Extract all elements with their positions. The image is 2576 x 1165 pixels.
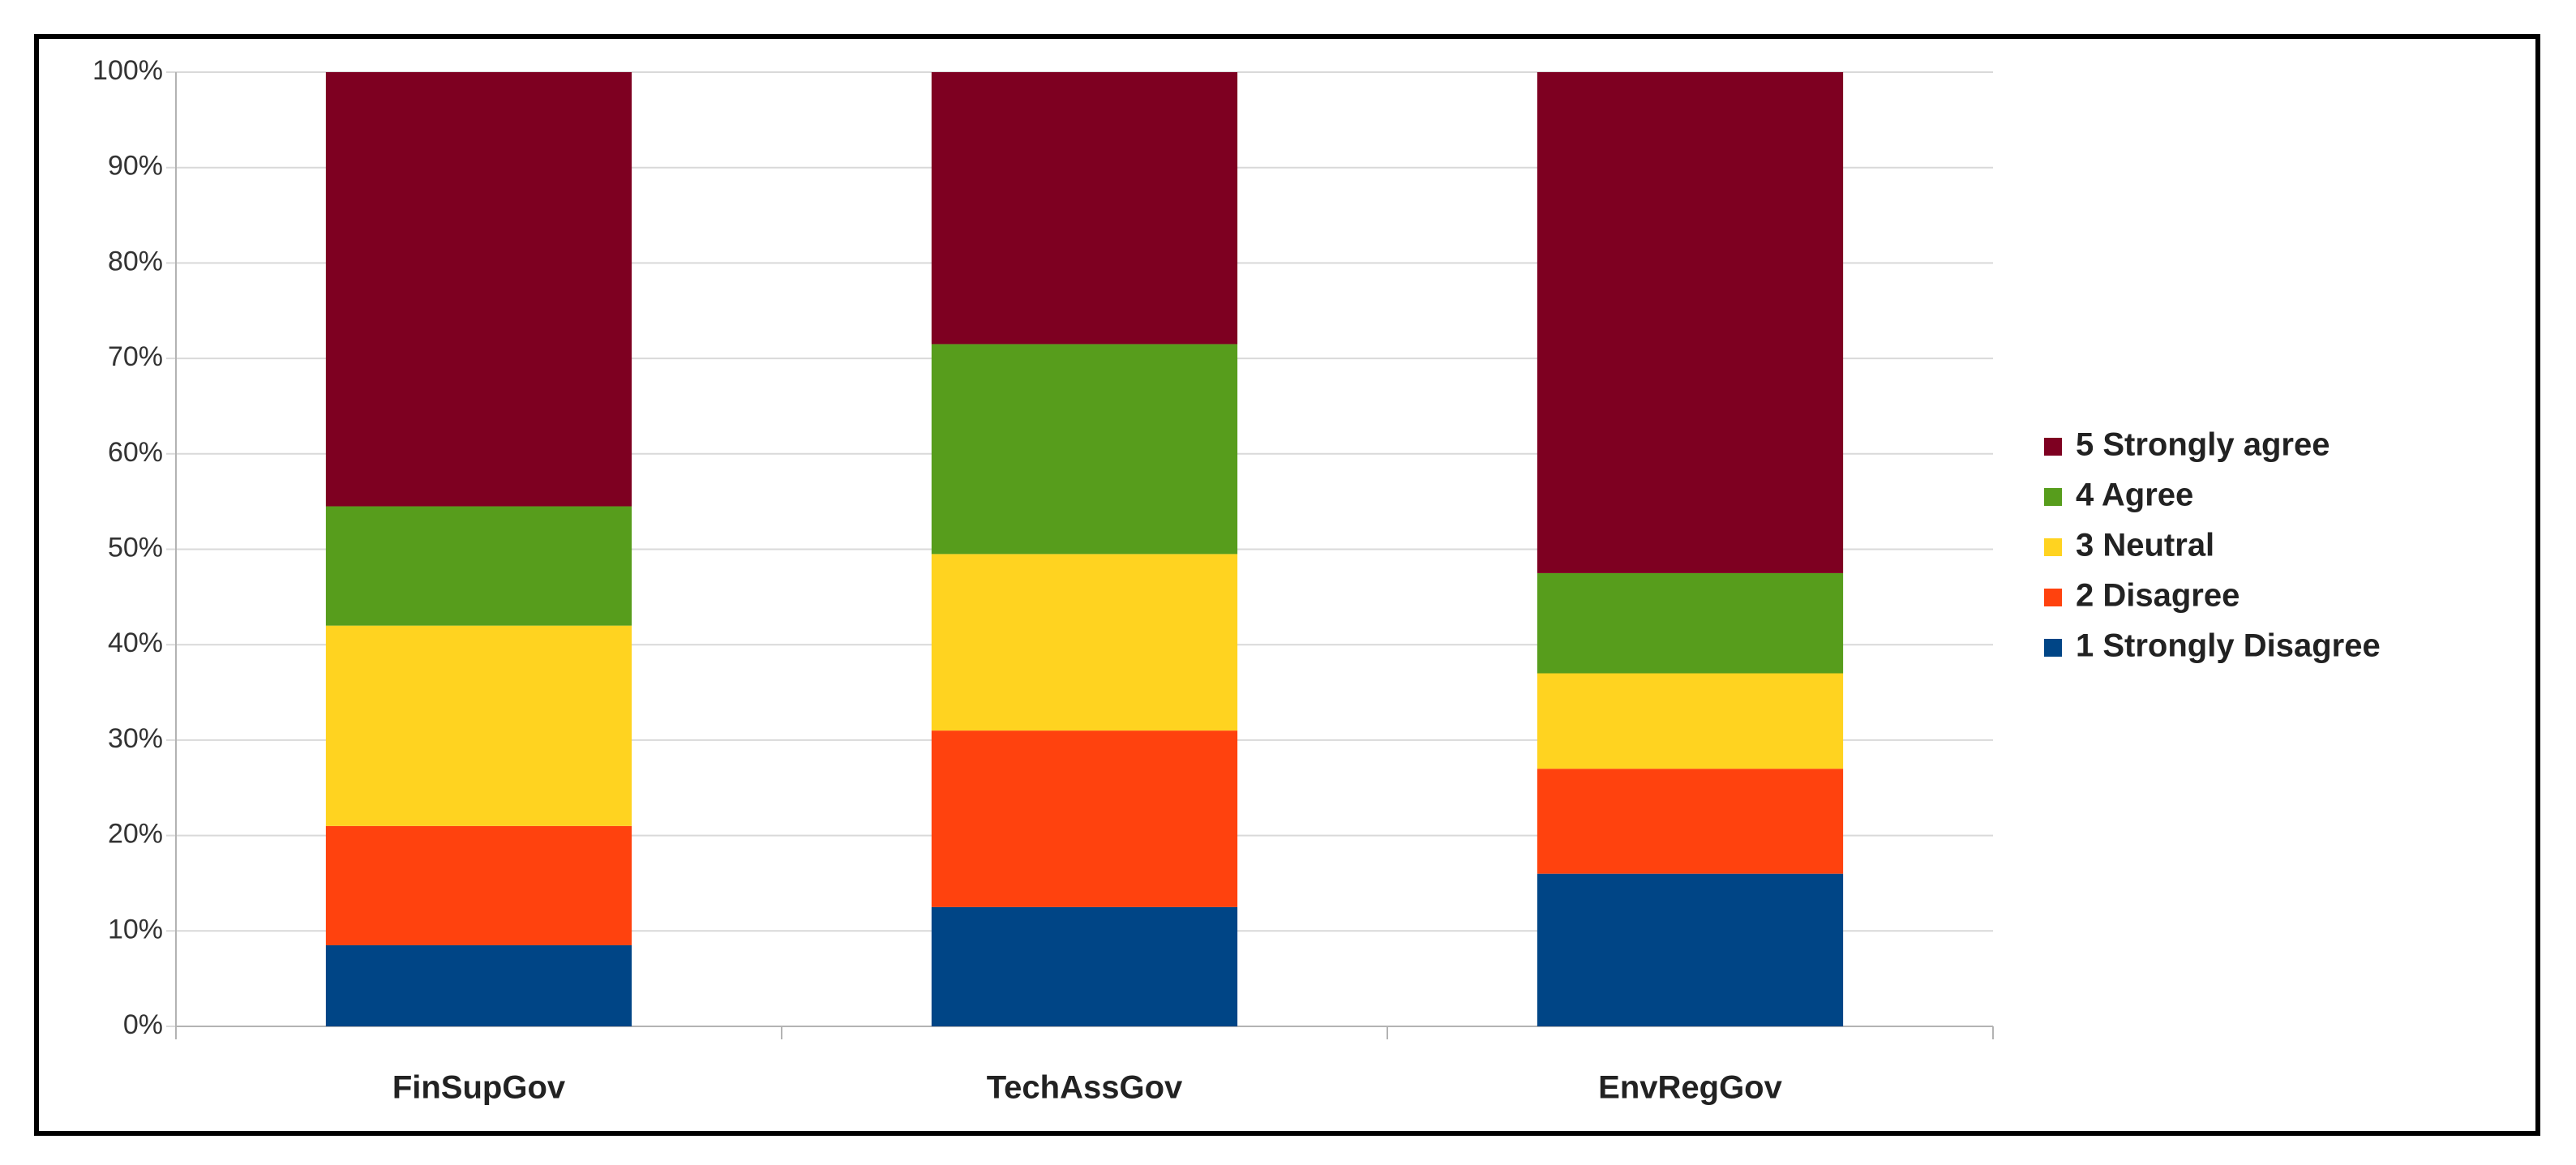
legend-label: 5 Strongly agree (2076, 427, 2330, 463)
y-tick-label: 90% (108, 151, 163, 182)
y-tick-label: 80% (108, 246, 163, 276)
x-tick-label: EnvRegGov (1598, 1070, 1782, 1106)
bar-segment (1537, 873, 1844, 1026)
legend-swatch (2044, 639, 2062, 657)
y-tick-label: 10% (108, 914, 163, 944)
y-tick-label: 40% (108, 627, 163, 658)
legend-swatch (2044, 589, 2062, 606)
legend-label: 3 Neutral (2076, 528, 2214, 563)
bar-segment (1537, 72, 1844, 573)
bar-segment (931, 554, 1238, 731)
legend-label: 4 Agree (2076, 478, 2193, 513)
y-tick-label: 30% (108, 723, 163, 754)
bar-segment (1537, 769, 1844, 874)
bar-segment (931, 730, 1238, 907)
y-tick-label: 20% (108, 819, 163, 850)
y-tick-label: 50% (108, 532, 163, 563)
bar-segment (931, 906, 1238, 1026)
y-tick-label: 70% (108, 341, 163, 372)
bar-segment (325, 625, 632, 826)
legend-label: 2 Disagree (2076, 578, 2240, 614)
bar-segment (1537, 673, 1844, 769)
bar-segment (1537, 572, 1844, 674)
legend-swatch (2044, 538, 2062, 556)
bar-segment (325, 506, 632, 626)
bar-segment (325, 825, 632, 945)
x-tick-label: TechAssGov (987, 1070, 1183, 1106)
x-tick-label: FinSupGov (392, 1070, 566, 1106)
bar-segment (931, 344, 1238, 555)
bar-segment (325, 944, 632, 1026)
bar-segment (325, 72, 632, 507)
bar-segment (931, 72, 1238, 345)
legend-swatch (2044, 438, 2062, 456)
y-tick-label: 0% (123, 1009, 163, 1040)
y-tick-label: 100% (92, 55, 163, 86)
legend-label: 1 Strongly Disagree (2076, 628, 2381, 664)
y-tick-label: 60% (108, 437, 163, 468)
legend-swatch (2044, 488, 2062, 506)
